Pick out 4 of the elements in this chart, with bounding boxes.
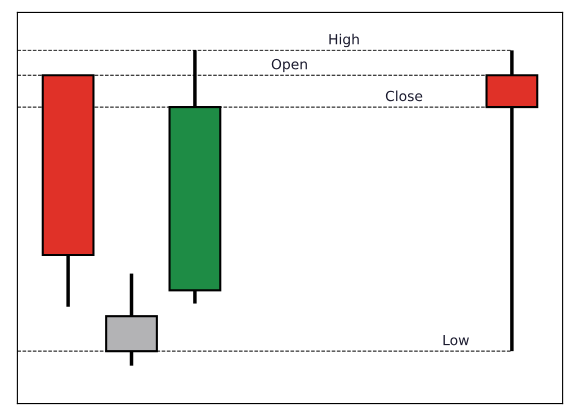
ref-line-label: Low — [444, 335, 469, 346]
ref-line-label: Open — [272, 58, 307, 72]
ref-line-label: Close — [386, 90, 422, 102]
ref-line-label: High — [329, 34, 359, 48]
